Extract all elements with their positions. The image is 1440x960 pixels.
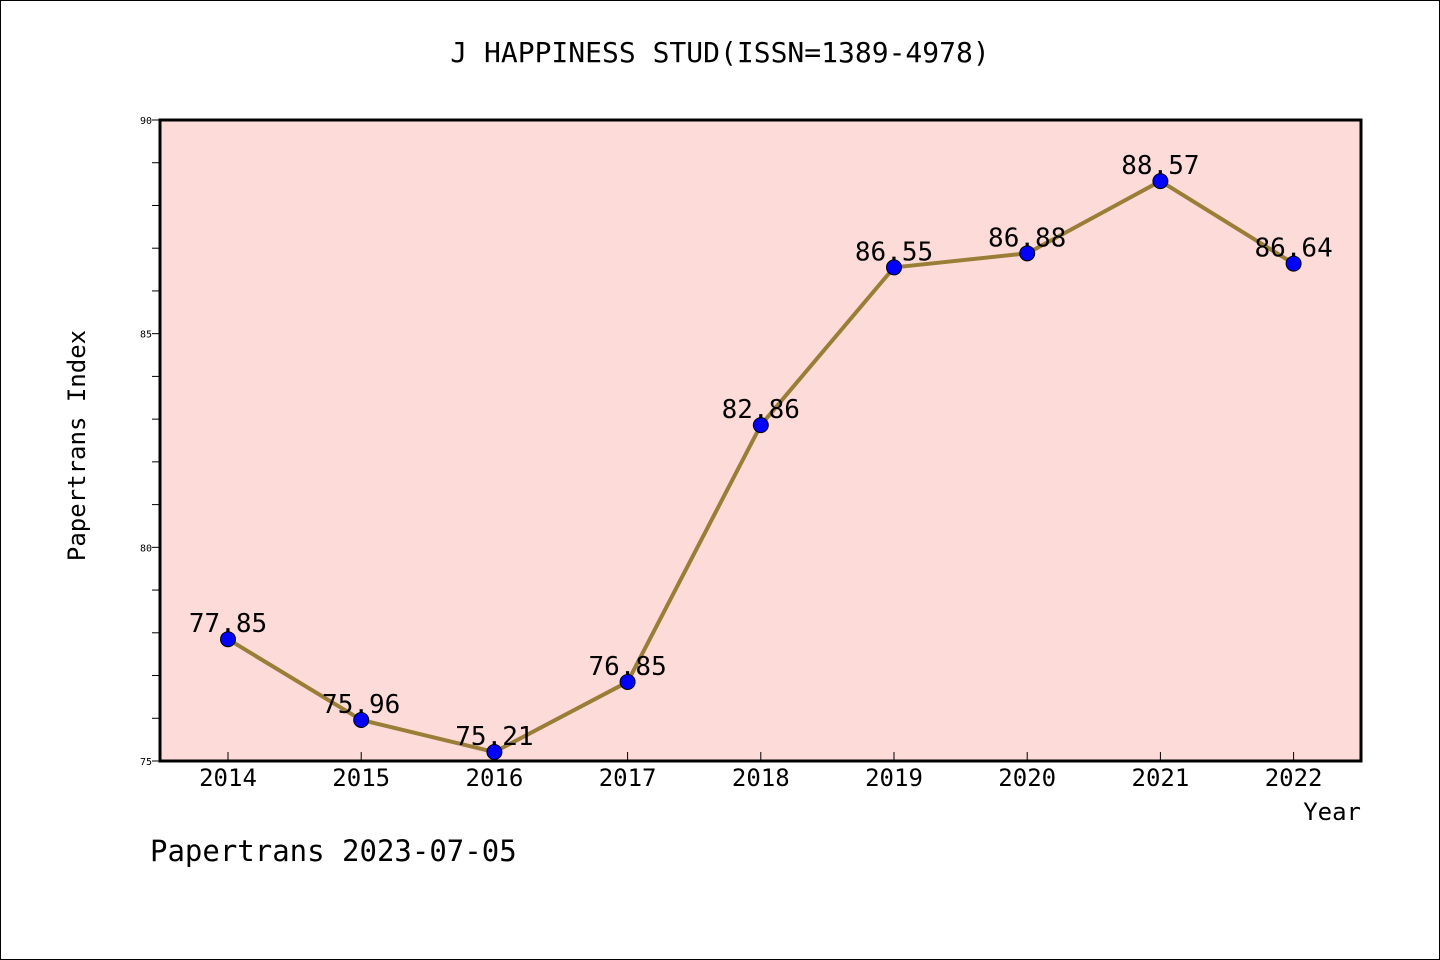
data-point <box>619 673 636 690</box>
data-point <box>1152 173 1169 190</box>
x-tick-label: 2017 <box>599 764 657 792</box>
y-tick-label: 85 <box>140 330 152 341</box>
series-layer: 77.85 75.96 75.21 76.85 82.86 86.55 86.88 88.57… <box>189 151 1333 761</box>
chart-title: J HAPPINESS STUD(ISSN=1389-4978) <box>450 36 990 69</box>
x-axis: 2014 2015 2016 2017 2018 2019 2020 2021 2022 <box>199 752 1322 792</box>
y-tick-label: 90 <box>140 116 152 127</box>
x-tick-label: 2018 <box>732 764 790 792</box>
x-tick-label: 2021 <box>1132 764 1190 792</box>
y-axis: 75 80 85 90 <box>140 116 160 768</box>
data-label: 88.57 <box>1121 151 1199 181</box>
data-label: 75.21 <box>455 722 533 752</box>
data-point <box>886 259 902 276</box>
x-tick-label: 2020 <box>998 764 1056 792</box>
x-tick-label: 2022 <box>1265 764 1323 792</box>
x-tick-label: 2014 <box>199 764 257 792</box>
data-label: 86.64 <box>1254 234 1332 264</box>
data-label: 77.85 <box>189 609 267 639</box>
x-tick-label: 2016 <box>466 764 524 792</box>
data-point <box>1019 245 1036 262</box>
x-axis-label: Year <box>1303 798 1361 826</box>
data-point <box>353 711 370 728</box>
plot-area <box>158 118 1363 763</box>
data-point <box>486 744 503 761</box>
data-point <box>220 631 236 648</box>
data-label: 75.96 <box>322 690 400 720</box>
y-tick-label: 75 <box>140 757 152 768</box>
footer-note: Papertrans 2023-07-05 <box>150 834 517 868</box>
data-label: 86.88 <box>988 223 1066 253</box>
data-point <box>752 417 769 434</box>
y-tick-label: 80 <box>140 543 152 554</box>
data-label: 76.85 <box>588 652 666 682</box>
y-axis-label: Papertrans Index <box>63 330 91 561</box>
data-label: 82.86 <box>722 395 800 425</box>
x-tick-label: 2019 <box>865 764 923 792</box>
data-point <box>1285 255 1302 272</box>
x-tick-label: 2015 <box>332 764 390 792</box>
data-label: 86.55 <box>855 237 933 267</box>
